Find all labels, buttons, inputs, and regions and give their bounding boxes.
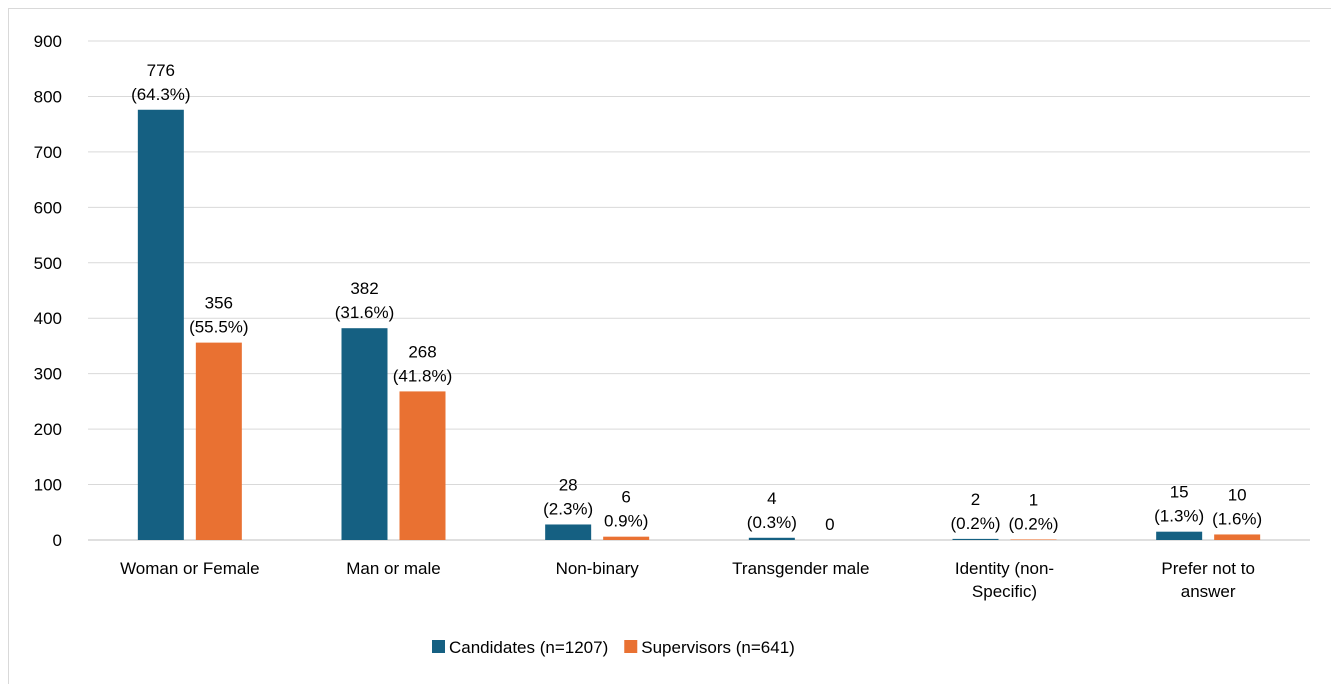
x-tick-label: Prefer not to answer: [1161, 559, 1255, 601]
legend-label: Candidates (n=1207): [449, 638, 608, 657]
data-label: 0.9%): [604, 512, 648, 531]
data-label: (41.8%): [393, 366, 453, 385]
bar: [545, 524, 592, 540]
data-label: 15: [1170, 483, 1189, 502]
data-label: 356: [205, 294, 233, 313]
bar: [1156, 531, 1203, 540]
data-label: (0.2%): [950, 514, 1000, 533]
bar: [341, 328, 388, 540]
y-tick-label: 900: [34, 32, 62, 51]
data-label: (0.2%): [1008, 514, 1058, 533]
x-tick-label: Non-binary: [555, 559, 639, 578]
data-label: 28: [559, 475, 578, 494]
x-tick-label: Identity (non-Specific): [954, 559, 1055, 601]
legend-swatch: [432, 640, 445, 653]
data-label: (55.5%): [189, 318, 249, 337]
data-label: 4: [767, 489, 776, 508]
bar: [603, 536, 650, 540]
y-tick-label: 200: [34, 420, 62, 439]
chart-border: [8, 8, 1331, 684]
y-tick-label: 300: [34, 365, 62, 384]
legend-label: Supervisors (n=641): [641, 638, 795, 657]
x-tick-label: Transgender male: [732, 559, 870, 578]
y-tick-label: 800: [34, 87, 62, 106]
data-label: 1: [1029, 490, 1038, 509]
data-label: 382: [350, 279, 378, 298]
y-tick-label: 600: [34, 198, 62, 217]
bar: [952, 538, 999, 540]
bar: [195, 342, 242, 540]
y-tick-label: 400: [34, 309, 62, 328]
legend-swatch: [624, 640, 638, 653]
data-label: (2.3%): [543, 499, 593, 518]
x-tick-label: Man or male: [346, 559, 441, 578]
y-tick-label: 500: [34, 254, 62, 273]
bar: [1010, 539, 1057, 540]
data-label: (0.3%): [747, 513, 797, 532]
data-label: 776: [147, 61, 175, 80]
data-label: 0: [825, 515, 834, 534]
y-tick-label: 0: [53, 531, 62, 550]
data-label: (64.3%): [131, 85, 191, 104]
data-label: 2: [971, 490, 980, 509]
x-tick-label: Woman or Female: [120, 559, 260, 578]
data-label: 6: [621, 488, 630, 507]
bar: [399, 391, 446, 540]
y-tick-label: 700: [34, 143, 62, 162]
data-label: 268: [408, 342, 436, 361]
bar: [137, 109, 184, 541]
data-label: (31.6%): [335, 303, 395, 322]
data-label: (1.3%): [1154, 507, 1204, 526]
bar: [748, 537, 795, 540]
bar: [1214, 534, 1261, 540]
y-tick-label: 100: [34, 476, 62, 495]
data-label: 10: [1228, 485, 1247, 504]
data-label: (1.6%): [1212, 509, 1262, 528]
